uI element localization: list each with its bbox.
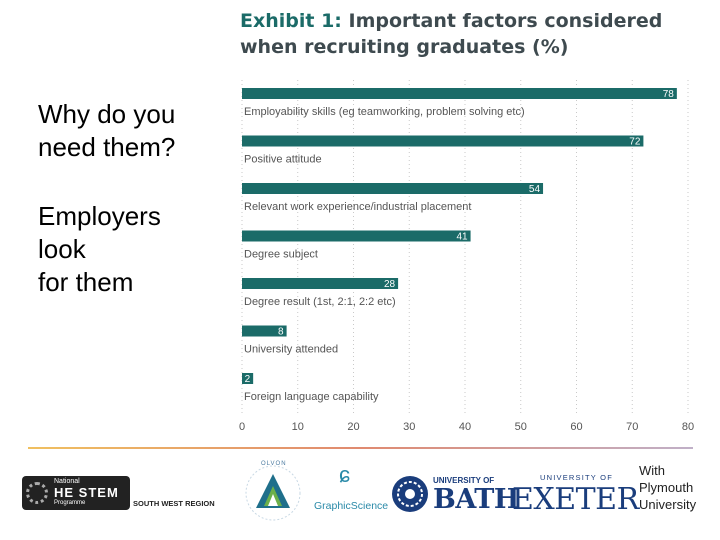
bar-value-label: 28: [384, 279, 396, 290]
graphic-science-icon: ɕ: [339, 462, 350, 487]
category-label: Relevant work experience/industrial plac…: [244, 201, 471, 213]
bar-value-label: 78: [663, 89, 675, 100]
bar: [242, 325, 287, 337]
gear-icon: [26, 482, 48, 504]
exhibit-label: Exhibit 1:: [240, 10, 342, 32]
x-tick-label: 60: [570, 421, 582, 433]
region-text: SOUTH WEST REGION: [133, 499, 215, 508]
bar: [242, 373, 254, 384]
bar: [242, 88, 677, 99]
exeter-university-label: UNIVERSITY OF: [540, 473, 613, 482]
olvon-logo: [245, 465, 301, 521]
category-label: University attended: [244, 344, 338, 356]
olvon-text: OLVON: [261, 461, 287, 467]
category-label: Degree subject: [244, 249, 318, 261]
bath-crest-icon: [392, 476, 428, 512]
x-tick-label: 70: [626, 421, 638, 433]
bar-value-label: 41: [456, 232, 468, 243]
exeter-name: EXETER: [512, 482, 639, 517]
he-stem-logo: National HE STEM Programme: [22, 476, 130, 510]
x-tick-label: 80: [682, 421, 694, 433]
x-tick-label: 20: [347, 421, 359, 433]
footer-divider: [28, 447, 693, 449]
stem-big-text: HE STEM: [54, 485, 119, 500]
category-label: Positive attitude: [244, 154, 322, 166]
exhibit-title: Important factors considered when recrui…: [240, 10, 663, 58]
category-label: Foreign language capability: [244, 391, 379, 403]
stem-sub-text: Programme: [54, 500, 86, 506]
bath-university-label: UNIVERSITY OF: [433, 476, 495, 485]
x-tick-label: 50: [515, 421, 527, 433]
bar-chart: 0 10 20 30 40 50 60 70 80 78 Employability skills …: [239, 80, 694, 433]
x-tick-label: 40: [459, 421, 471, 433]
graphic-science-text: GraphicScience: [314, 500, 389, 512]
x-tick-label: 0: [239, 421, 245, 433]
bar: [242, 278, 399, 289]
category-label: Employability skills (eg teamworking, pr…: [244, 106, 525, 118]
category-label: Degree result (1st, 2:1, 2:2 etc): [244, 296, 396, 308]
bar-value-label: 72: [629, 137, 641, 148]
bar-value-label: 2: [245, 374, 251, 385]
bar-value-label: 54: [529, 184, 541, 195]
bar-value-label: 8: [278, 327, 284, 338]
bar: [242, 183, 544, 194]
bar: [242, 135, 644, 147]
bar: [242, 230, 471, 242]
bath-name: BATH: [433, 484, 519, 515]
question-text: Why do you need them?: [38, 99, 176, 162]
with-plymouth-text: With Plymouth University: [639, 463, 697, 512]
chart-title: Exhibit 1: Important factors considered …: [240, 8, 710, 60]
answer-text: Employers look for them: [38, 201, 161, 297]
x-tick-label: 10: [292, 421, 304, 433]
x-tick-label: 30: [403, 421, 415, 433]
stem-small-text: National: [54, 478, 80, 485]
